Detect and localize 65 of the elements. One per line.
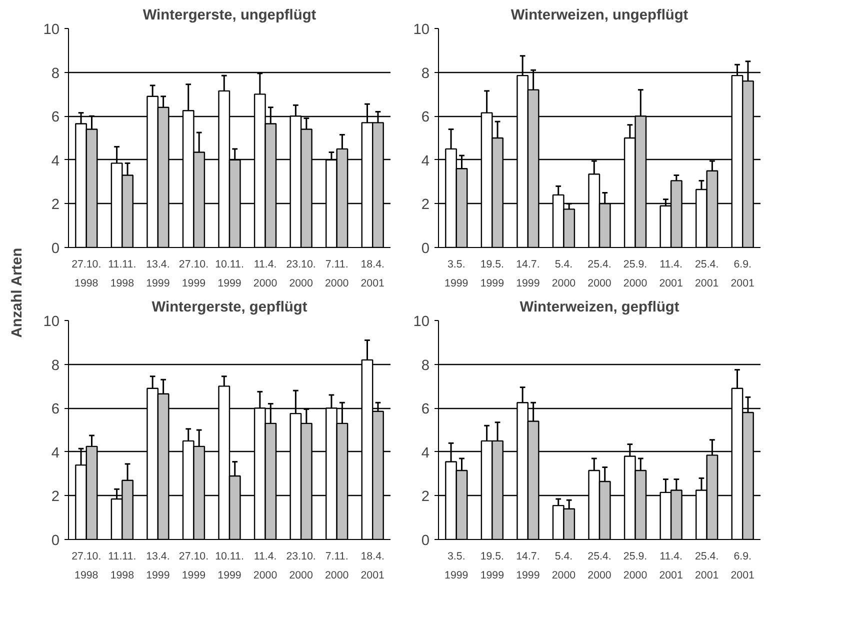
- x-tick-label: 3.5. 1999: [444, 258, 468, 290]
- x-tick-label: 5.4. 2000: [552, 550, 576, 582]
- x-tick-label: 19.5. 1999: [480, 258, 504, 290]
- y-tick-label: 10: [413, 314, 430, 330]
- y-tick-label: 2: [51, 197, 60, 214]
- y-tick-label: 6: [421, 110, 430, 126]
- y-tick-label: 6: [51, 110, 60, 126]
- x-tick-label: 11.11. 1998: [108, 258, 136, 290]
- x-tick-label: 25.4. 2000: [588, 550, 612, 582]
- x-tick-label: 25.4. 2001: [694, 258, 719, 290]
- y-tick-label: 8: [421, 66, 430, 82]
- y-tick-label: 6: [51, 402, 60, 418]
- x-tick-label: 27.10. 1999: [178, 550, 209, 582]
- x-tick-label: 11.4. 2001: [659, 258, 683, 290]
- x-tick-label: 14.7. 1999: [516, 550, 540, 582]
- y-tick-label: 10: [413, 22, 430, 38]
- y-tick-label: 10: [43, 22, 60, 38]
- x-tick-label: 11.4. 2000: [253, 550, 278, 582]
- x-tick-label: 19.5. 1999: [480, 550, 504, 582]
- y-tick-label: 4: [421, 445, 430, 462]
- y-tick-label: 8: [51, 358, 60, 374]
- x-tick-label: 3.5. 1999: [444, 550, 468, 582]
- x-tick-label: 13.4. 1999: [146, 550, 170, 582]
- x-tick-label: 10.11. 1999: [215, 550, 244, 582]
- chart-title: Wintergerste, gepflügt: [152, 300, 308, 316]
- x-tick-label: 25.4. 2000: [588, 258, 612, 290]
- x-tick-label: 11.11. 1998: [108, 550, 136, 582]
- x-tick-label: 18.4. 2001: [360, 550, 385, 582]
- x-tick-label: 14.7. 1999: [516, 258, 540, 290]
- y-tick-label: 2: [51, 489, 60, 506]
- x-tick-label: 11.4. 2000: [253, 258, 278, 290]
- x-tick-label: 11.4. 2001: [659, 550, 683, 582]
- y-tick-label: 4: [51, 445, 60, 462]
- x-tick-label: 13.4. 1999: [146, 258, 170, 290]
- x-tick-label: 6.9. 2001: [730, 550, 755, 582]
- x-tick-label: 7.11. 2000: [324, 550, 349, 582]
- x-tick-label: 10.11. 1999: [215, 258, 244, 290]
- x-tick-label: 27.10. 1998: [72, 550, 102, 582]
- x-tick-label: 7.11. 2000: [324, 258, 349, 290]
- x-tick-label: 6.9. 2001: [730, 258, 755, 290]
- chart-title: Winterweizen, gepflügt: [520, 300, 680, 316]
- y-tick-label: 0: [51, 533, 60, 549]
- x-tick-label: 5.4. 2000: [552, 258, 576, 290]
- x-tick-label: 25.9. 2000: [623, 550, 648, 582]
- chart-title: Winterweizen, ungepflügt: [510, 8, 688, 24]
- y-axis-title: Anzahl Arten: [9, 248, 26, 338]
- y-tick-label: 0: [421, 533, 430, 549]
- x-tick-label: 25.9. 2000: [623, 258, 648, 290]
- x-tick-label: 18.4. 2001: [360, 258, 385, 290]
- y-tick-label: 0: [421, 241, 430, 257]
- y-tick-label: 8: [421, 358, 430, 374]
- y-tick-label: 10: [43, 314, 60, 330]
- x-tick-label: 25.4. 2001: [694, 550, 719, 582]
- y-tick-label: 4: [421, 153, 430, 170]
- y-tick-label: 2: [421, 197, 430, 214]
- x-tick-label: 23.10. 2000: [286, 550, 316, 582]
- x-tick-label: 27.10. 1999: [178, 258, 209, 290]
- x-tick-label: 27.10. 1998: [72, 258, 102, 290]
- y-tick-label: 2: [421, 489, 430, 506]
- x-tick-label: 23.10. 2000: [286, 258, 316, 290]
- chart-title: Wintergerste, ungepflügt: [142, 8, 316, 24]
- y-tick-label: 8: [51, 66, 60, 82]
- y-tick-label: 4: [51, 153, 60, 170]
- y-tick-label: 6: [421, 402, 430, 418]
- y-tick-label: 0: [51, 241, 60, 257]
